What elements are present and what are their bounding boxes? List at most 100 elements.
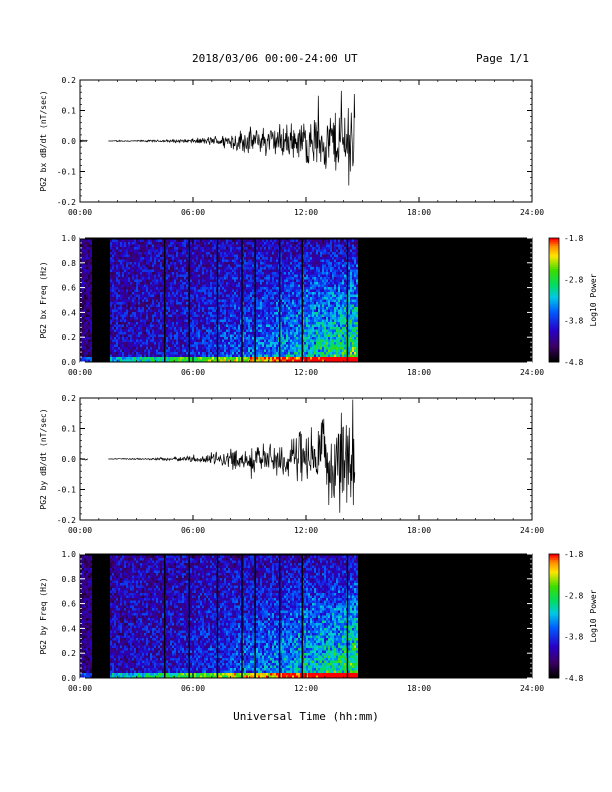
spectrogram-cell: [150, 349, 152, 352]
spectrogram-cell: [232, 357, 234, 360]
spectrogram-cell: [130, 254, 132, 257]
spectrogram-cell: [162, 354, 164, 357]
spectrogram-cell: [208, 289, 210, 292]
spectrogram-cell: [152, 252, 154, 255]
spectrogram-cell: [152, 309, 154, 312]
spectrogram-cell: [288, 274, 290, 277]
spectrogram-cell: [148, 324, 150, 327]
spectrogram-cell: [264, 309, 266, 312]
spectrogram-cell: [224, 352, 226, 355]
spectrogram-cell: [244, 249, 246, 252]
spectrogram-cell: [198, 282, 200, 285]
spectrogram-cell: [226, 239, 228, 242]
spectrogram-cell: [274, 282, 276, 285]
spectrogram-cell: [82, 257, 84, 260]
spectrogram-cell: [132, 349, 134, 352]
spectrogram-cell: [286, 309, 288, 312]
spectrogram-cell: [214, 357, 216, 360]
spectrogram-cell: [274, 337, 276, 340]
spectrogram-cell: [236, 307, 238, 310]
spectrogram-cell: [82, 274, 84, 277]
spectrogram-cell: [158, 314, 160, 317]
spectrogram-cell: [174, 319, 176, 322]
spectrogram-cell: [126, 297, 128, 300]
spectrogram-cell: [162, 337, 164, 340]
spectrogram-cell: [200, 277, 202, 280]
spectrogram-cell: [222, 277, 224, 280]
spectrogram-cell: [246, 349, 248, 352]
spectrogram-cell: [224, 304, 226, 307]
spectrogram-cell: [128, 257, 130, 260]
spectrogram-cell: [290, 264, 292, 267]
spectrogram-cell: [210, 319, 212, 322]
spectrogram-cell: [148, 317, 150, 320]
spectrogram-cell: [140, 259, 142, 262]
spectrogram-cell: [206, 347, 208, 350]
spectrogram-cell: [272, 319, 274, 322]
spectrogram-cell: [192, 304, 194, 307]
spectrogram-cell: [156, 272, 158, 275]
spectrogram-cell: [192, 297, 194, 300]
spectrogram-cell: [166, 324, 168, 327]
spectrogram-cell: [294, 299, 296, 302]
spectrogram-cell: [194, 284, 196, 287]
spectrogram-cell: [120, 312, 122, 315]
spectrogram-cell: [260, 339, 262, 342]
spectrogram-cell: [182, 249, 184, 252]
spectrogram-cell: [132, 302, 134, 305]
spectrogram-cell: [212, 252, 214, 255]
spectrogram-cell: [122, 344, 124, 347]
spectrogram-cell: [154, 289, 156, 292]
spectrogram-cell: [122, 309, 124, 312]
spectrogram-cell: [228, 277, 230, 280]
spectrogram-cell: [120, 302, 122, 305]
spectrogram-cell: [264, 252, 266, 255]
spectrogram-cell: [150, 324, 152, 327]
spectrogram-cell: [86, 322, 88, 325]
spectrogram-cell: [182, 319, 184, 322]
spectrogram-cell: [184, 259, 186, 262]
spectrogram-cell: [200, 337, 202, 340]
spectrogram-cell: [150, 359, 152, 362]
spectrogram-cell: [152, 239, 154, 242]
spectrogram-cell: [140, 352, 142, 355]
spectrogram-cell: [280, 249, 282, 252]
spectrogram-cell: [234, 314, 236, 317]
spectrogram-cell: [160, 339, 162, 342]
spectrogram-cell: [116, 244, 118, 247]
spectrogram-cell: [110, 299, 112, 302]
spectrogram-cell: [246, 329, 248, 332]
spectrogram-cell: [276, 244, 278, 247]
spectrogram-cell: [134, 302, 136, 305]
spectrogram-cell: [146, 347, 148, 350]
spectrogram-cell: [224, 317, 226, 320]
spectrogram-cell: [292, 292, 294, 295]
spectrogram-cell: [230, 282, 232, 285]
spectrogram-cell: [160, 322, 162, 325]
spectrogram-cell: [284, 284, 286, 287]
spectrogram-cell: [220, 352, 222, 355]
spectrogram-cell: [176, 334, 178, 337]
spectrogram-cell: [266, 279, 268, 282]
spectrogram-cell: [226, 302, 228, 305]
spectrogram-cell: [228, 254, 230, 257]
spectrogram-cell: [206, 352, 208, 355]
spectrogram-cell: [262, 254, 264, 257]
spectrogram-cell: [242, 289, 244, 292]
spectrogram-cell: [292, 262, 294, 265]
spectrogram-cell: [256, 282, 258, 285]
spectrogram-cell: [132, 269, 134, 272]
spectrogram-cell: [124, 342, 126, 345]
spectrogram-cell: [154, 302, 156, 305]
spectrogram-cell: [120, 309, 122, 312]
spectrogram-cell: [160, 279, 162, 282]
spectrogram-cell: [200, 319, 202, 322]
spectrogram-cell: [238, 342, 240, 345]
spectrogram-cell: [156, 334, 158, 337]
spectrogram-cell: [206, 257, 208, 260]
spectrogram-cell: [156, 309, 158, 312]
spectrogram-cell: [238, 254, 240, 257]
spectrogram-cell: [130, 304, 132, 307]
spectrogram-cell: [190, 267, 192, 270]
spectrogram-cell: [248, 349, 250, 352]
